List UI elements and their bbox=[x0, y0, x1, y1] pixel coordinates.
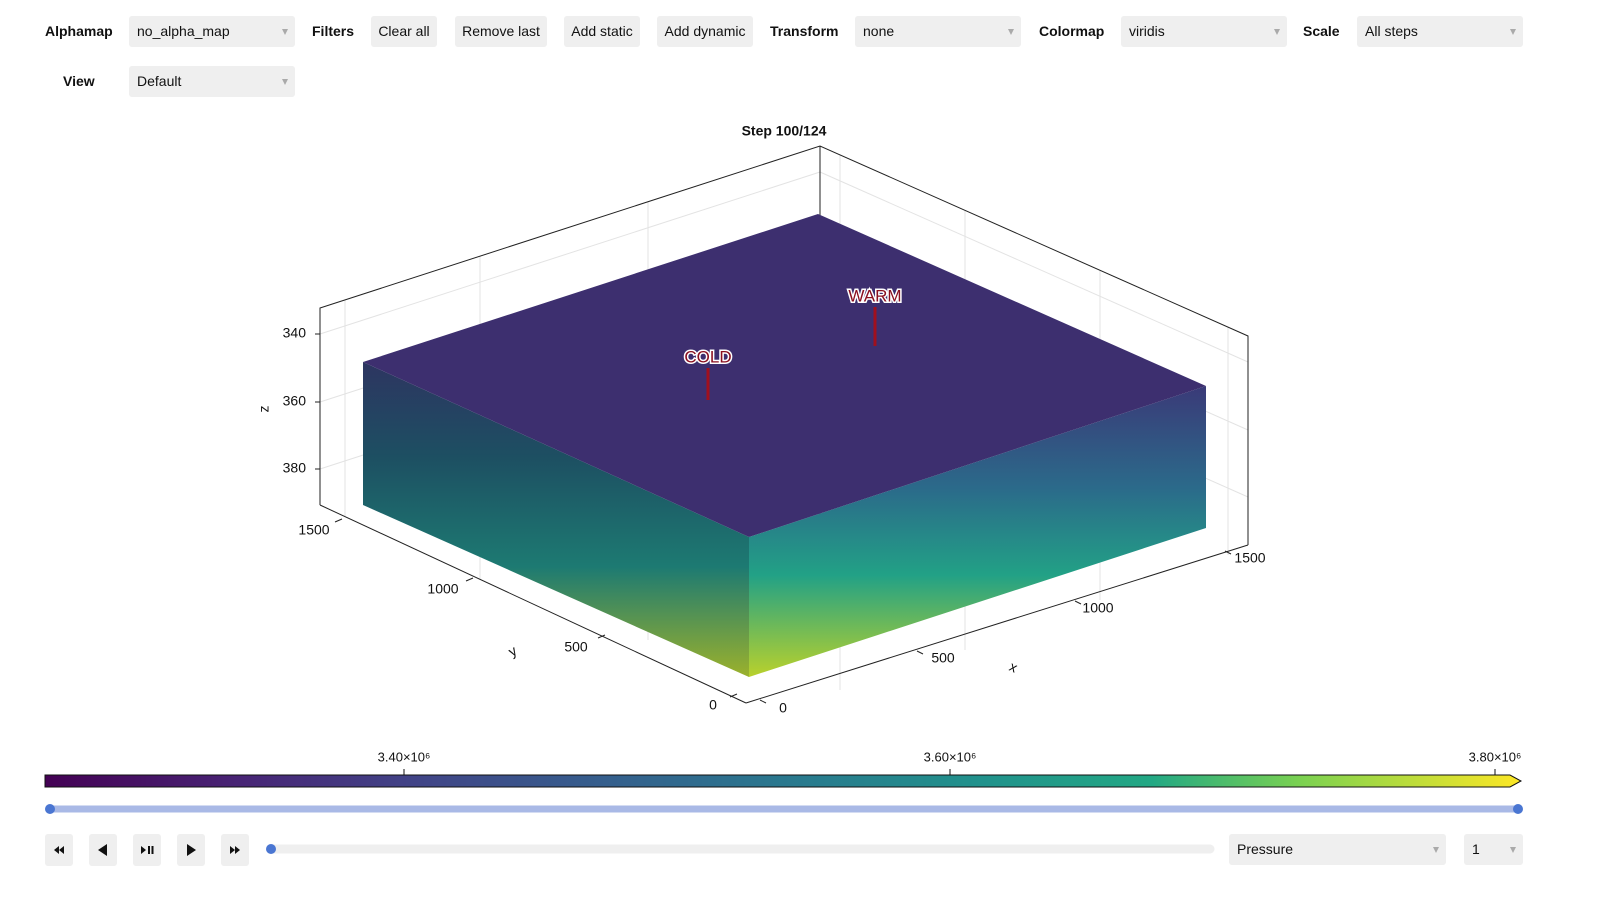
colormap-label: Colormap bbox=[1039, 23, 1105, 39]
filters-label: Filters bbox=[312, 23, 355, 39]
remove-last-button[interactable]: Remove last bbox=[455, 16, 547, 47]
clear-all-button[interactable]: Clear all bbox=[371, 16, 437, 47]
index-dropdown[interactable]: 1 bbox=[1464, 834, 1523, 865]
step-back-button[interactable] bbox=[89, 834, 117, 866]
y-tick-label: 1500 bbox=[298, 522, 329, 538]
view-dropdown[interactable]: Default bbox=[129, 66, 295, 97]
scale-label: Scale bbox=[1303, 23, 1340, 39]
alphamap-dropdown[interactable]: no_alpha_map bbox=[129, 16, 295, 47]
play-pause-button[interactable] bbox=[133, 834, 161, 866]
z-tick-label: 360 bbox=[283, 393, 307, 409]
alphamap-label: Alphamap bbox=[45, 23, 113, 39]
fast-forward-button[interactable] bbox=[221, 834, 249, 866]
play-button[interactable] bbox=[177, 834, 205, 866]
z-tick-label: 380 bbox=[283, 460, 307, 476]
range-handle bbox=[1513, 804, 1523, 814]
grid bbox=[319, 155, 1249, 690]
well-label: WARM bbox=[848, 286, 901, 305]
scale-dropdown[interactable]: All steps bbox=[1357, 16, 1523, 47]
rewind-button[interactable] bbox=[45, 834, 73, 866]
y-tick-label: 0 bbox=[709, 697, 717, 713]
x-axis-label: x bbox=[1007, 658, 1020, 675]
y-tick-label: 1000 bbox=[427, 581, 458, 597]
y-tick-label: 500 bbox=[564, 639, 588, 655]
plot-title: Step 100/124 bbox=[742, 123, 827, 139]
add-static-button[interactable]: Add static bbox=[564, 16, 640, 47]
colorbar bbox=[44, 774, 1523, 788]
box-right-face bbox=[749, 386, 1206, 677]
colorbar-tick-label: 3.80×10⁶ bbox=[1469, 749, 1522, 764]
transform-label: Transform bbox=[770, 23, 839, 39]
colormap-dropdown[interactable]: viridis bbox=[1121, 16, 1287, 47]
colorbar-tick-label: 3.40×10⁶ bbox=[378, 749, 431, 764]
colorbar-tick-label: 3.60×10⁶ bbox=[924, 749, 977, 764]
step-handle bbox=[266, 844, 276, 854]
range-handle bbox=[45, 804, 55, 814]
x-tick-label: 0 bbox=[779, 700, 787, 716]
x-tick-label: 1000 bbox=[1082, 600, 1113, 616]
x-tick-label: 1500 bbox=[1234, 550, 1265, 566]
view-label: View bbox=[63, 73, 95, 89]
add-dynamic-button[interactable]: Add dynamic bbox=[657, 16, 753, 47]
z-axis-label: z bbox=[256, 406, 272, 413]
box-top-face bbox=[363, 214, 1206, 537]
field-dropdown[interactable]: Pressure bbox=[1229, 834, 1446, 865]
transform-dropdown[interactable]: none bbox=[855, 16, 1021, 47]
box-left-face bbox=[363, 362, 749, 677]
well-label: COLD bbox=[684, 347, 731, 366]
axis-frame bbox=[315, 145, 1249, 704]
y-axis-label: y bbox=[505, 642, 519, 659]
x-tick-label: 500 bbox=[931, 650, 955, 666]
z-tick-label: 340 bbox=[283, 325, 307, 341]
